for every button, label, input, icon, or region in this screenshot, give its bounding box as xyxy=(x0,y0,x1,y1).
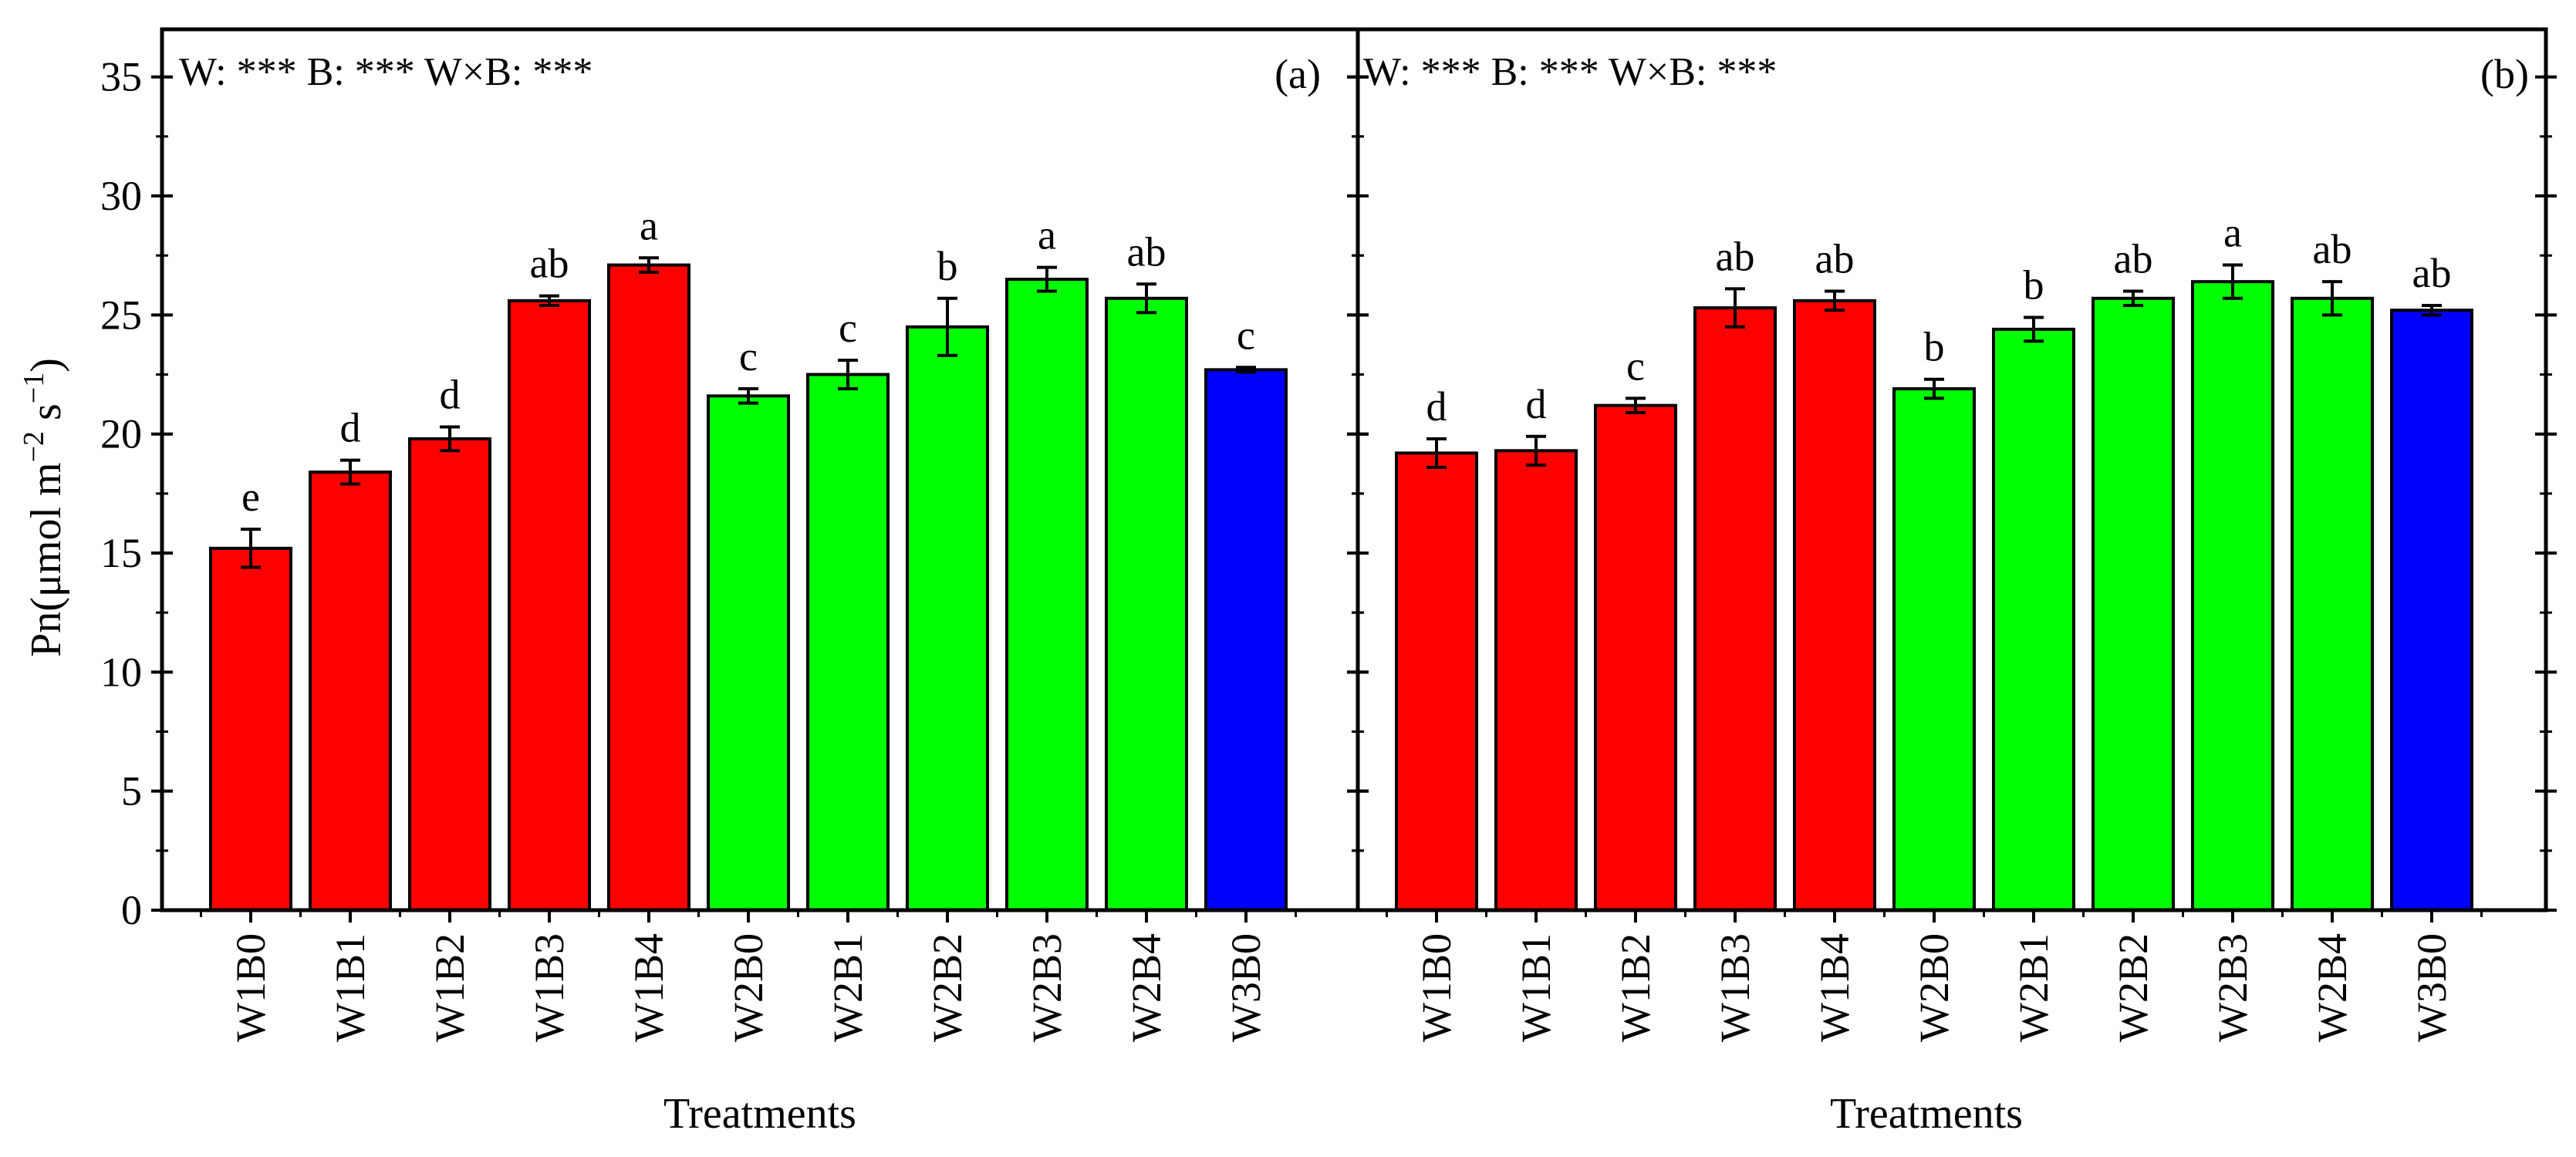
sig-letter-b-W2B4: ab xyxy=(2313,226,2352,272)
x-tick-label-a-W2B1: W2B1 xyxy=(825,933,871,1042)
sig-letter-a-W2B1: c xyxy=(839,305,857,351)
y-axis-title-exp1: −2 xyxy=(18,431,50,462)
x-axis-title-b: Treatments xyxy=(1830,1090,2023,1138)
stats-text-a: W: *** B: *** W×B: *** xyxy=(179,50,593,94)
bar-b-W2B2 xyxy=(2092,296,2175,912)
bar-b-W1B4 xyxy=(1793,299,1876,912)
sig-letter-b-W2B2: ab xyxy=(2114,236,2153,282)
x-tick-label-b-W2B3: W2B3 xyxy=(2210,933,2256,1042)
panel-label-a: (a) xyxy=(1274,51,1321,97)
bar-a-W1B0 xyxy=(209,546,292,912)
x-tick-label-a-W1B2: W1B2 xyxy=(427,933,473,1042)
sig-letter-a-W1B1: d xyxy=(340,405,361,451)
x-tick-label-b-W2B4: W2B4 xyxy=(2309,933,2355,1042)
sig-letter-a-W1B3: ab xyxy=(530,241,569,287)
x-tick-label-b-W1B2: W1B2 xyxy=(1612,933,1659,1042)
panel-b: W: *** B: *** W×B: *** (b) Treatments d W… xyxy=(1347,27,2557,1138)
sig-letter-a-W2B3: a xyxy=(1038,212,1056,258)
x-tick-label-a-W3B0: W3B0 xyxy=(1223,933,1269,1042)
sig-letter-b-W2B3: a xyxy=(2223,210,2242,256)
sig-letter-b-W1B3: ab xyxy=(1716,233,1755,279)
stats-text-b: W: *** B: *** W×B: *** xyxy=(1363,50,1777,94)
bar-b-W1B2 xyxy=(1594,403,1677,912)
y-axis-title-suffix: ) xyxy=(22,358,70,373)
x-tick-label-a-W2B2: W2B2 xyxy=(924,933,971,1042)
bar-a-W3B0 xyxy=(1204,368,1288,912)
y-tick-label-30: 30 xyxy=(100,173,142,219)
sig-letter-b-W1B1: d xyxy=(1526,381,1547,427)
x-tick-label-a-W2B0: W2B0 xyxy=(725,933,771,1042)
sig-letter-b-W2B1: b xyxy=(2024,261,2044,308)
y-tick-label-5: 5 xyxy=(121,768,142,815)
sig-letter-a-W2B2: b xyxy=(937,243,958,289)
sig-letter-b-W2B0: b xyxy=(1924,324,1945,370)
x-tick-label-b-W2B1: W2B1 xyxy=(2010,933,2057,1042)
x-tick-label-a-W2B3: W2B3 xyxy=(1024,933,1070,1042)
sig-letter-a-W2B4: ab xyxy=(1127,228,1166,275)
plot-frame-b xyxy=(1356,27,2548,912)
bar-a-W1B4 xyxy=(607,263,690,912)
sig-letter-b-W1B0: d xyxy=(1426,383,1447,430)
x-tick-label-b-W1B3: W1B3 xyxy=(1712,933,1758,1042)
sig-letter-a-W2B0: c xyxy=(739,333,758,379)
y-tick-label-10: 10 xyxy=(100,649,142,695)
bar-b-W2B3 xyxy=(2191,280,2274,912)
y-tick-label-20: 20 xyxy=(100,411,142,457)
y-tick-label-35: 35 xyxy=(100,54,142,100)
x-tick-label-b-W2B2: W2B2 xyxy=(2110,933,2156,1042)
bar-a-W2B2 xyxy=(906,325,989,912)
bar-b-W1B0 xyxy=(1395,451,1478,912)
bar-b-W1B3 xyxy=(1693,306,1777,912)
bar-a-W1B2 xyxy=(408,437,491,912)
x-tick-label-b-W1B1: W1B1 xyxy=(1513,933,1559,1042)
y-tick-label-25: 25 xyxy=(100,292,142,338)
bar-b-W1B1 xyxy=(1494,449,1578,912)
y-axis-title-middle: s xyxy=(22,403,70,431)
sig-letter-a-W1B4: a xyxy=(640,202,658,248)
bar-a-W2B4 xyxy=(1105,296,1188,912)
x-tick-label-a-W2B4: W2B4 xyxy=(1123,933,1170,1042)
x-tick-label-b-W1B0: W1B0 xyxy=(1413,933,1460,1042)
bar-a-W1B1 xyxy=(309,471,392,912)
bar-b-W3B0 xyxy=(2390,309,2473,912)
y-axis-title: Pn(μmol m−2 s−1) xyxy=(18,358,70,657)
bar-a-W2B1 xyxy=(806,373,890,912)
x-tick-label-a-W1B3: W1B3 xyxy=(526,933,572,1042)
x-axis-title-a: Treatments xyxy=(663,1090,856,1138)
x-tick-label-b-W1B4: W1B4 xyxy=(1811,933,1858,1042)
x-tick-label-b-W3B0: W3B0 xyxy=(2409,933,2455,1042)
x-tick-label-a-W1B4: W1B4 xyxy=(626,933,672,1042)
y-axis-title-exp2: −1 xyxy=(18,373,50,403)
y-tick-label-0: 0 xyxy=(121,887,142,933)
bar-a-W1B3 xyxy=(508,299,591,912)
x-tick-label-a-W1B0: W1B0 xyxy=(228,933,274,1042)
sig-letter-b-W1B2: c xyxy=(1626,342,1645,389)
sig-letter-a-W1B2: d xyxy=(440,371,461,417)
bar-b-W2B0 xyxy=(1892,387,1976,912)
panel-a: W: *** B: *** W×B: *** (a) Treatments e W… xyxy=(100,27,1369,1138)
sig-letter-a-W3B0: c xyxy=(1237,312,1255,358)
bar-a-W2B0 xyxy=(707,394,790,912)
y-tick-label-15: 15 xyxy=(100,530,142,576)
sig-letter-b-W1B4: ab xyxy=(1815,236,1855,282)
y-axis-title-prefix: Pn(μmol m xyxy=(22,462,70,657)
sig-letter-b-W3B0: ab xyxy=(2412,250,2452,296)
bar-b-W2B4 xyxy=(2291,296,2374,912)
bar-b-W2B1 xyxy=(1992,327,2075,912)
panel-label-b: (b) xyxy=(2480,51,2529,97)
sig-letter-a-W1B0: e xyxy=(241,474,260,520)
x-tick-label-b-W2B0: W2B0 xyxy=(1911,933,1957,1042)
bar-a-W2B3 xyxy=(1005,278,1089,912)
x-tick-label-a-W1B1: W1B1 xyxy=(327,933,373,1042)
